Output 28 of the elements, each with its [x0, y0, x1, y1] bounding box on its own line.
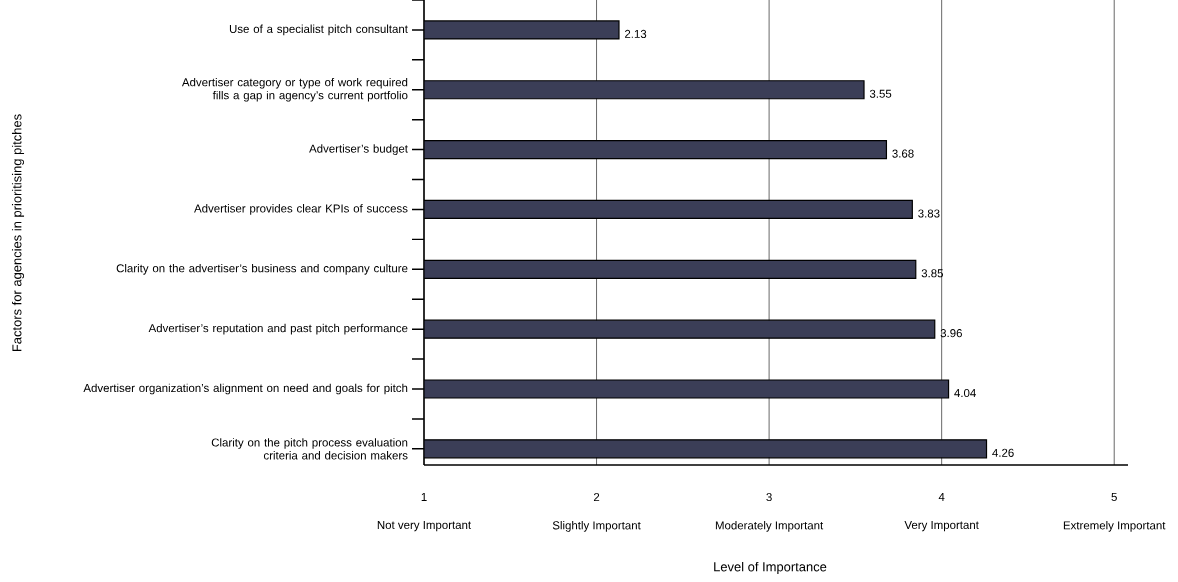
y-tick-label: Use of a specialist pitch consultant — [229, 24, 408, 36]
y-tick-label: Advertiser’s reputation and past pitch performance — [148, 323, 408, 335]
data-label: 3.85 — [921, 269, 944, 278]
y-tick-label: Clarity on the pitch process evaluation criteria and decision makers — [211, 438, 408, 460]
text: Moderately Important — [715, 521, 824, 532]
data-label: 4.26 — [992, 448, 1014, 457]
x-tick-label: 1 — [421, 493, 427, 501]
data-label: 2.13 — [624, 29, 647, 38]
text: Very Important — [904, 521, 979, 532]
y-tick-label: Clarity on the advertiser’s business and company culture — [116, 263, 408, 275]
text: Extremely Important — [1063, 521, 1166, 532]
data-label: 3.55 — [869, 89, 892, 98]
text: Slightly Important — [552, 521, 641, 532]
text: Not very Important — [377, 521, 472, 532]
x-tick-label: 5 — [1111, 493, 1117, 501]
data-label: 4.04 — [954, 388, 976, 398]
data-label: 3.68 — [892, 149, 914, 158]
x-tick-label: 3 — [766, 493, 772, 502]
x-tick-label: 2 — [593, 493, 600, 502]
data-label: 3.96 — [940, 329, 962, 338]
y-tick-label: Advertiser provides clear KPIs of success — [194, 204, 408, 215]
y-tick-label: Advertiser organization’s alignment on need and goals for pitch — [83, 383, 408, 395]
y-tick-label: Advertiser category or type of work required fills a gap in agency’s current portfolio — [181, 77, 408, 102]
x-tick-label: 4 — [938, 493, 945, 501]
x-axis-title: Level of Importance — [714, 561, 827, 574]
y-tick-label: Advertiser’s budget — [309, 144, 408, 155]
data-label: 3.83 — [918, 209, 940, 218]
y-axis-title: Factors for agencies in prioritising pitches — [11, 114, 25, 352]
